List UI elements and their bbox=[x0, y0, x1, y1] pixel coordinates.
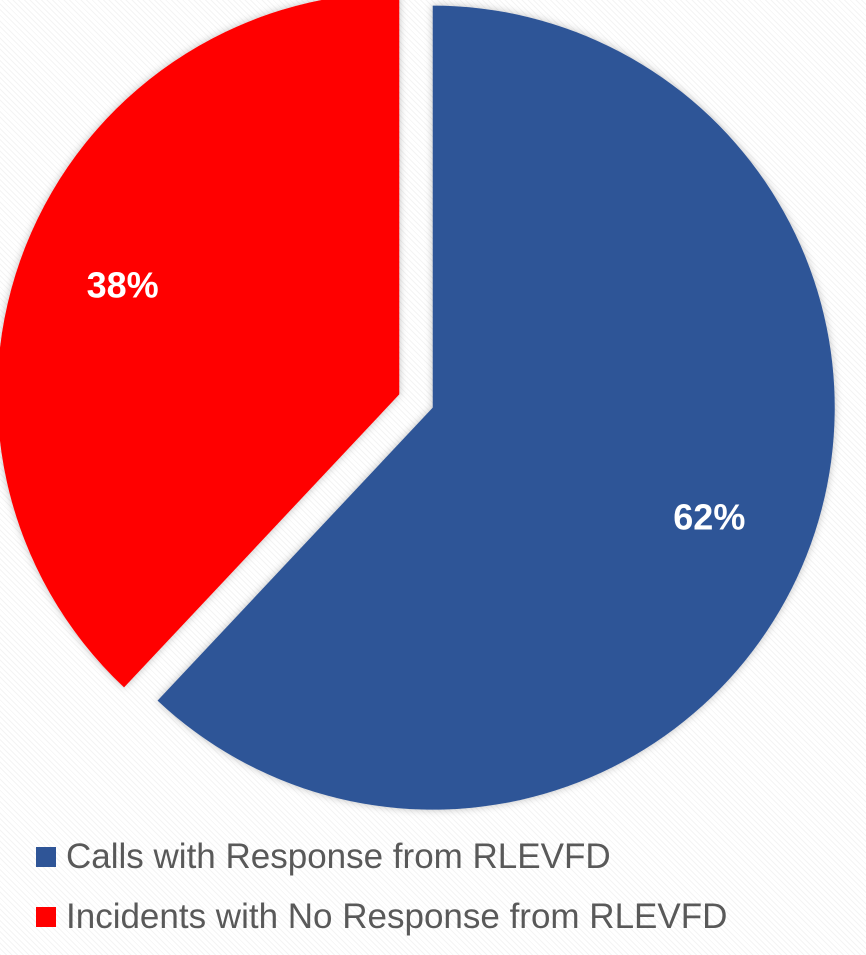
legend-label: Calls with Response from RLEVFD bbox=[66, 837, 611, 876]
legend-label: Incidents with No Response from RLEVFD bbox=[66, 897, 728, 936]
pie-plot-area: 62% 38% bbox=[0, 0, 835, 810]
pie-data-labels: 62% 38% bbox=[87, 264, 746, 537]
pie-slice-incidents-no-response bbox=[0, 0, 400, 688]
data-label-incidents-no-response: 38% bbox=[87, 264, 159, 305]
pie-slice-calls-with-response bbox=[157, 5, 835, 810]
data-label-calls-with-response: 62% bbox=[673, 497, 745, 538]
legend-swatch-incidents-no-response bbox=[36, 907, 56, 927]
pie-slices bbox=[0, 0, 835, 810]
legend: Calls with Response from RLEVFD Incident… bbox=[36, 836, 866, 955]
legend-swatch-calls-with-response bbox=[36, 847, 56, 867]
legend-item-incidents-no-response: Incidents with No Response from RLEVFD bbox=[36, 896, 866, 938]
legend-item-calls-with-response: Calls with Response from RLEVFD bbox=[36, 836, 866, 878]
